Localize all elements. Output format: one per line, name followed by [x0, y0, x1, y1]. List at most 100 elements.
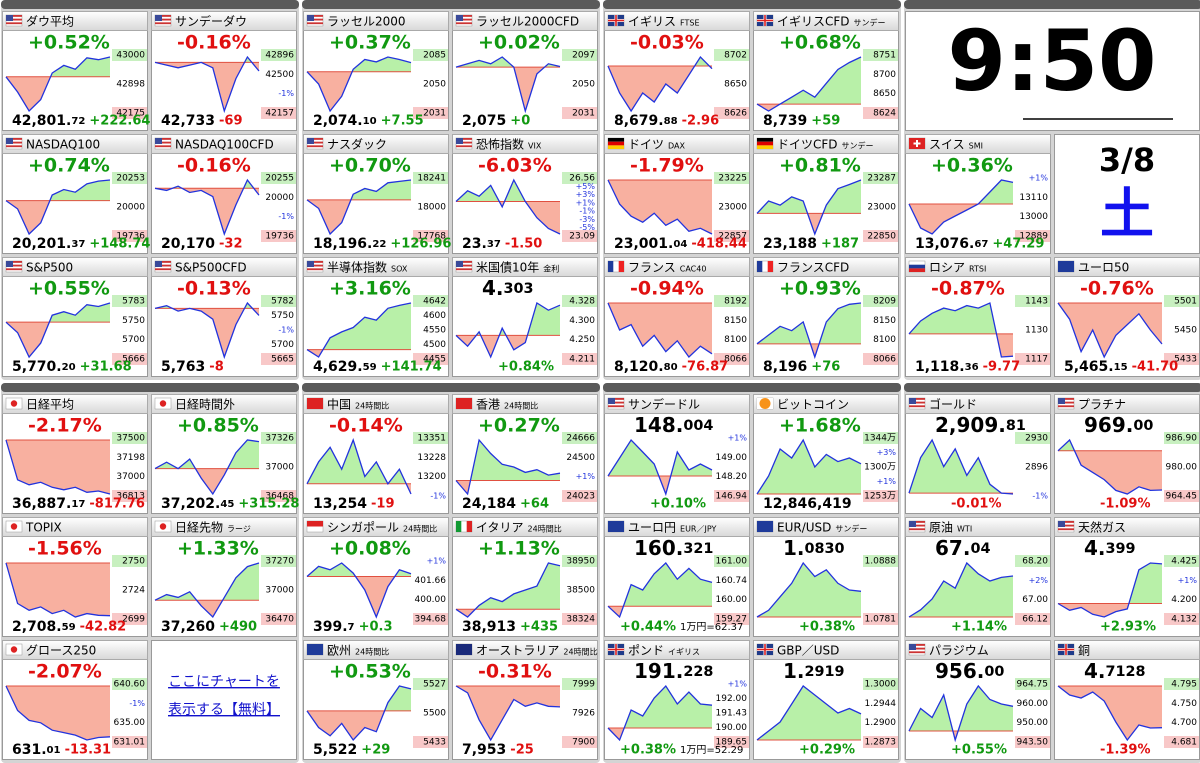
axis-label: 42896 — [265, 51, 294, 61]
change-pct: +1.14% — [951, 620, 1007, 635]
price: 37,260 — [161, 619, 215, 635]
price: 1.2919 — [783, 659, 845, 683]
axis-label: -3% — [579, 215, 595, 224]
price-line — [154, 439, 260, 496]
flag-part — [456, 398, 472, 409]
tile-header — [905, 257, 1051, 277]
axis-label: 8066 — [873, 355, 896, 365]
flag-part — [909, 528, 925, 531]
label-bg — [714, 490, 749, 502]
flag-part — [767, 261, 773, 272]
price: 5,770.20 — [12, 359, 76, 375]
axis-label: 36468 — [265, 492, 294, 502]
flag-part — [757, 138, 773, 142]
axis-label: 4642 — [423, 297, 446, 307]
axis-label: -1% — [278, 326, 294, 335]
tile-header — [151, 11, 297, 31]
flag-icon — [908, 137, 926, 150]
axis-label: 1.2873 — [865, 738, 897, 748]
tile-tag: DAX — [668, 142, 685, 151]
axis-label: 37270 — [265, 557, 294, 567]
axis-label: 37500 — [116, 434, 145, 444]
area-above — [909, 563, 1013, 617]
price-line — [306, 56, 412, 113]
tile: ドイツ DAX 23225 23000 22857 -1.79% 23,001.04 -418… — [604, 134, 750, 254]
area-below — [1058, 450, 1162, 494]
tile-header — [604, 394, 750, 414]
area-below — [155, 188, 259, 234]
flag-part — [307, 261, 323, 263]
axis-label: 400.00 — [415, 595, 447, 605]
flag-icon — [5, 520, 23, 533]
tile: ラッセル2000 2085 2050 2031 +0.37% 2,074.10 +7.55 — [303, 11, 449, 131]
price: 4,629.59 — [313, 359, 377, 375]
chart-link[interactable]: 表示する【無料】 — [168, 702, 280, 718]
price: 23.37 — [462, 236, 501, 252]
flag-part — [608, 19, 624, 22]
change-pct: +0.37% — [329, 32, 411, 54]
label-bg — [1015, 353, 1050, 365]
flag-part — [1058, 405, 1074, 408]
label-bg — [562, 107, 597, 119]
axis-label: 42175 — [116, 109, 145, 119]
axis-label: 19736 — [265, 232, 294, 242]
area-above — [307, 686, 411, 711]
tile: EUR/USD サンデー 1.0888 1.0781 1.0830 +0.38% — [753, 517, 899, 637]
flag-icon — [607, 397, 625, 410]
axis-label: +1% — [728, 680, 748, 689]
axis-label: 37000 — [116, 472, 145, 482]
axis-label: 1.0888 — [865, 557, 897, 567]
flag-part — [618, 261, 624, 272]
area-below — [307, 576, 411, 617]
tile-header — [452, 640, 598, 660]
tile-header — [753, 394, 899, 414]
flag-icon — [306, 260, 324, 273]
tile-tag: ラージ — [227, 525, 251, 534]
price: 148.004 — [634, 413, 713, 437]
tile-header — [905, 517, 1051, 537]
axis-label: 4.211 — [569, 355, 595, 365]
change-pct: +1.68% — [779, 415, 861, 437]
price-line — [154, 301, 260, 360]
tile-name: TOPIX — [25, 521, 62, 535]
area-above — [608, 57, 712, 66]
flag-part — [307, 138, 323, 140]
axis-label: 18241 — [417, 174, 446, 184]
change-diff: +59 — [811, 114, 840, 129]
tile-header — [303, 640, 449, 660]
change-pct: -0.01% — [951, 497, 1002, 512]
tile-name: 米国債10年 — [476, 260, 539, 275]
label-bg — [1164, 432, 1199, 444]
area-below — [757, 104, 781, 111]
chart-link[interactable]: ここにチャートを — [168, 674, 280, 690]
flag-part — [307, 398, 323, 409]
price-line — [154, 55, 260, 114]
axis-label: 640.60 — [114, 680, 146, 690]
change-pct: -2.07% — [28, 661, 102, 683]
flag-part — [155, 22, 171, 25]
area-above — [155, 57, 259, 63]
axis-label: 943.50 — [1017, 738, 1049, 748]
label-bg — [112, 172, 147, 184]
tile-header — [753, 517, 899, 537]
flag-part — [909, 651, 925, 654]
price-line — [455, 685, 561, 742]
label-bg — [1164, 678, 1199, 690]
axis-label: 42898 — [116, 80, 145, 90]
axis-label: 5527 — [423, 680, 446, 690]
price: 4.399 — [1084, 536, 1136, 560]
axis-label: 4500 — [423, 340, 446, 350]
flag-part — [155, 141, 171, 144]
label-bg — [863, 49, 898, 61]
area-above — [307, 303, 411, 350]
area-below — [155, 468, 228, 494]
label-bg — [413, 49, 448, 61]
tile-header — [604, 134, 750, 154]
flag-part — [608, 401, 624, 404]
label-bg — [112, 432, 147, 444]
change-pct: +0.02% — [478, 32, 560, 54]
tile-header — [151, 257, 297, 277]
axis-label: 161.00 — [716, 557, 748, 567]
flag-part — [456, 22, 472, 25]
label-bg — [413, 295, 448, 307]
